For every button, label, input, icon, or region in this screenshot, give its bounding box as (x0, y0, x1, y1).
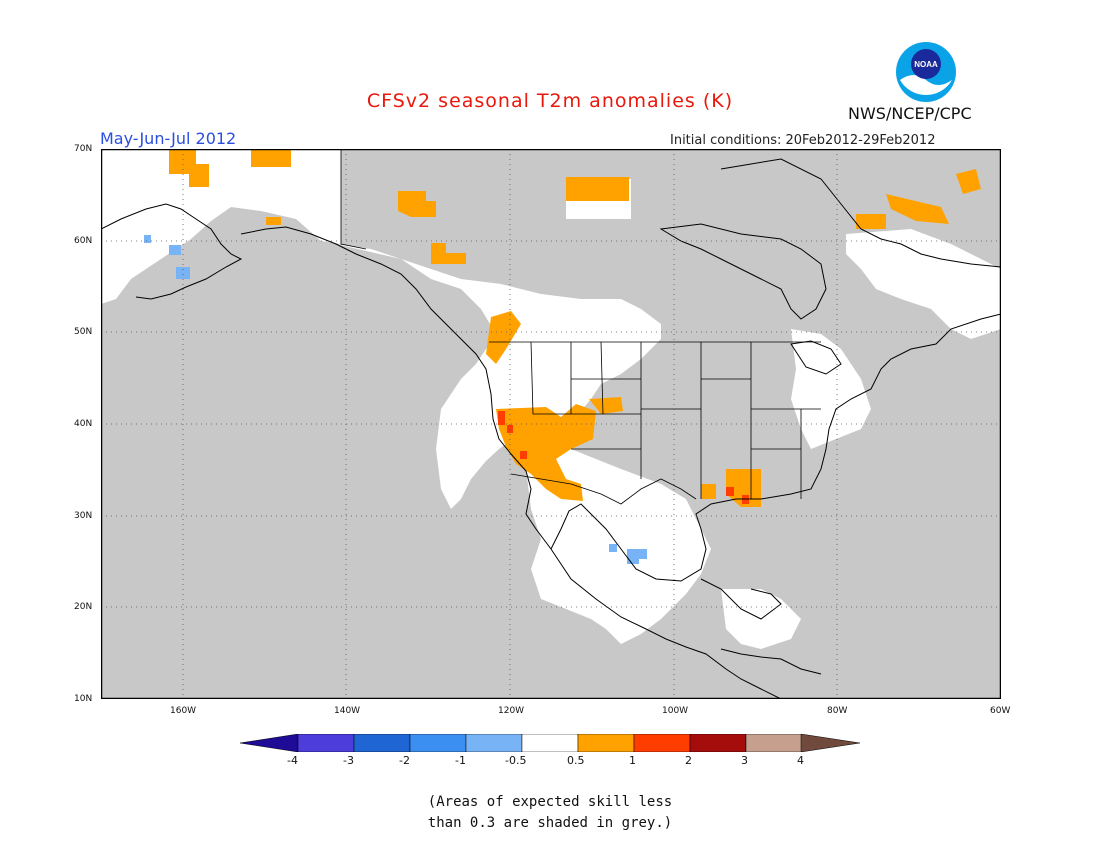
colorbar-arrow-below (240, 734, 299, 752)
lon-tick-160w: 160W (170, 706, 197, 716)
colorbar-arrow-above (800, 734, 861, 752)
coastline-alaska (101, 203, 243, 300)
warm-region-utah (589, 397, 623, 414)
lat-tick-10n: 10N (74, 694, 93, 704)
warm-region-baffin (886, 194, 949, 224)
coastline-pacific (240, 226, 782, 699)
lon-tick-60w: 60W (990, 706, 1011, 716)
warm-region-pacific-northwest (486, 311, 521, 364)
warm-region-louisiana (726, 469, 761, 507)
forecast-period: May-Jun-Jul 2012 (100, 129, 237, 148)
colorbar-cell (409, 734, 467, 752)
colorbar-cell (465, 734, 523, 752)
colorbar (240, 734, 861, 752)
map-frame (101, 149, 1001, 699)
initial-conditions: Initial conditions: 20Feb2012-29Feb2012 (670, 133, 936, 148)
political-borders (340, 149, 821, 505)
colorbar-label-1: 1 (629, 754, 636, 767)
neutral-region-great-lakes (791, 329, 871, 449)
skill-footnote: (Areas of expected skill less than 0.3 a… (0, 792, 1100, 834)
lat-tick-60n: 60N (74, 236, 93, 246)
coastline-canada-north (720, 158, 1001, 268)
colorbar-cell (521, 734, 579, 752)
colorbar-label-neg3: -3 (343, 754, 354, 767)
noaa-logo-text: NOAA (914, 60, 938, 69)
skill-footnote-line-1: (Areas of expected skill less (427, 794, 673, 810)
lon-tick-80w: 80W (827, 706, 848, 716)
colorbar-cell (297, 734, 355, 752)
hot-spot-louisiana-west (726, 487, 734, 496)
agency-label: NWS/NCEP/CPC (848, 104, 972, 123)
coastline-atlantic-gulf (550, 313, 1001, 582)
colorbar-cell (577, 734, 635, 752)
coastline-yucatan (700, 578, 782, 620)
anomaly-map (101, 149, 1001, 699)
lon-tick-120w: 120W (498, 706, 525, 716)
map-title: CFSv2 seasonal T2m anomalies (K) (366, 90, 734, 112)
graticule (101, 149, 1001, 699)
colorbar-cell (689, 734, 747, 752)
colorbar-cells (297, 734, 803, 752)
warm-region-alaska-south (266, 217, 281, 225)
colorbar-label-neg0-5: -0.5 (505, 754, 527, 767)
lat-tick-20n: 20N (74, 602, 93, 612)
colorbar-label-4: 4 (797, 754, 804, 767)
colorbar-cell (745, 734, 803, 752)
neutral-region-alaska (101, 149, 341, 304)
warm-region-beaufort (251, 149, 291, 167)
cool-spot-mexico-west (609, 544, 617, 552)
neutral-region-quebec (846, 229, 1001, 339)
colorbar-label-2: 2 (685, 754, 692, 767)
neutral-region-western-us (336, 244, 661, 509)
colorbar-label-neg4: -4 (287, 754, 298, 767)
warm-region-yukon (398, 191, 436, 217)
warm-anomaly-regions (169, 149, 981, 507)
lat-tick-40n: 40N (74, 419, 93, 429)
warm-region-bc-coast (431, 243, 466, 264)
cool-spot-alaska-peninsula (176, 267, 190, 279)
coastline-hudson-bay (659, 223, 827, 320)
lon-tick-140w: 140W (334, 706, 361, 716)
noaa-logo-inner (911, 49, 941, 79)
skill-footnote-line-2: than 0.3 are shaded in grey.) (427, 815, 673, 831)
warm-region-baffin-north (956, 169, 981, 194)
cool-spot-alaska-west (169, 245, 181, 255)
noaa-logo: NOAA (896, 42, 956, 102)
lon-tick-100w: 100W (662, 706, 689, 716)
colorbar-cell (353, 734, 411, 752)
warm-region-hudson-strait (856, 214, 886, 229)
colorbar-label-neg1: -1 (455, 754, 466, 767)
border-alaska-canada (340, 149, 367, 250)
border-us-states (530, 341, 821, 499)
warm-region-southwest-us (496, 404, 596, 501)
warm-region-alaska-north (169, 149, 209, 187)
warm-region-texas (701, 484, 716, 499)
hot-spot-california-north (498, 411, 505, 425)
warm-region-victoria-island (566, 177, 629, 201)
lat-tick-70n: 70N (74, 144, 93, 154)
noaa-logo-wave (900, 75, 952, 96)
hot-spot-nevada (520, 451, 527, 459)
coastline-caribbean (720, 648, 822, 675)
colorbar-cell (633, 734, 691, 752)
colorbar-label-neg2: -2 (399, 754, 410, 767)
colorbar-label-3: 3 (741, 754, 748, 767)
cool-spot-aleutians (144, 235, 151, 243)
coastline-great-lakes (790, 340, 842, 375)
lat-tick-30n: 30N (74, 511, 93, 521)
coastlines (101, 158, 1001, 699)
border-us-mexico (510, 473, 697, 505)
cool-spot-mexico-east (627, 549, 647, 559)
lat-tick-50n: 50N (74, 327, 93, 337)
colorbar-label-0-5: 0.5 (567, 754, 585, 767)
